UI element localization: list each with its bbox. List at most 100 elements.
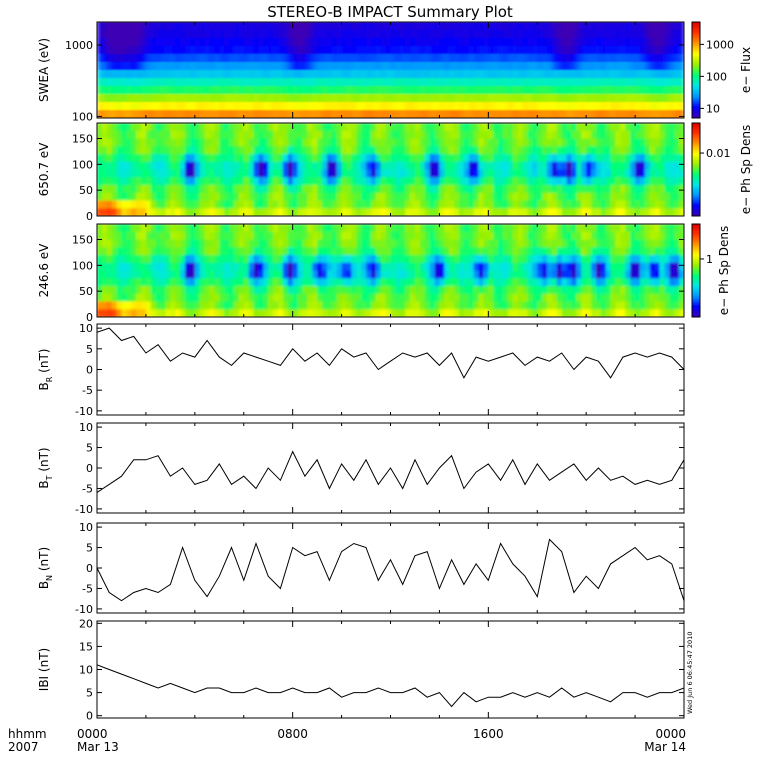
y-axis-label: BR (nT) [37, 349, 54, 391]
colorbar-cell [692, 312, 700, 316]
colorbar-cell [692, 233, 700, 237]
y-tick-label: -5 [82, 384, 93, 397]
colorbar-cell [692, 298, 700, 302]
colorbar-cell [692, 263, 700, 267]
colorbar-tick-label: 100 [706, 70, 727, 83]
colorbar-cell [692, 36, 700, 40]
colorbar-cell [692, 62, 700, 66]
colorbar-cell [692, 275, 700, 278]
y-tick-label: 0 [86, 210, 93, 223]
colorbar-cell [692, 296, 700, 299]
y-axis-label: 650.7 eV [37, 142, 51, 197]
y-tick-label: 10 [79, 322, 93, 335]
y-tick-label: 0 [86, 462, 93, 475]
colorbar-cell [692, 43, 700, 47]
colorbar-cell [692, 197, 700, 201]
colorbar-cell [692, 277, 700, 281]
y-axis-label: IBI (nT) [37, 648, 51, 691]
colorbar-cell [692, 284, 700, 288]
colorbar-cell [692, 258, 700, 262]
colorbar-cell [692, 293, 700, 297]
colorbar-cell [692, 256, 700, 260]
colorbar-cell [692, 169, 700, 173]
timestamp-stamp: Wed Jun 6 06:45:47 2010 [686, 632, 694, 714]
colorbar-cell [692, 185, 700, 189]
colorbar-cell [692, 228, 700, 232]
colorbar-cell [692, 91, 700, 95]
y-tick-label: 10 [79, 421, 93, 434]
colorbar-cell [692, 192, 700, 196]
plot-area [97, 123, 684, 216]
colorbar-cell [692, 141, 700, 145]
plot-frame [96, 620, 685, 719]
colorbar-cell [692, 26, 700, 30]
colorbar-cell [692, 150, 700, 154]
colorbar-cell [692, 240, 700, 244]
colorbar-cell [692, 272, 700, 276]
colorbar-cell [692, 94, 700, 97]
colorbar-cell [692, 29, 700, 33]
colorbar-cell [692, 310, 700, 313]
colorbar: 1000 100 10 e− Flux [691, 21, 753, 119]
colorbar-tick-label: 1000 [706, 38, 734, 51]
colorbar-cell [692, 31, 700, 35]
y-axis-label: SWEA (eV) [37, 38, 51, 102]
colorbar-cell [692, 188, 700, 191]
panel-3: 1 e− Ph Sp Dens 150 100 50 0 246.6 eV [37, 223, 731, 324]
colorbar-cell [692, 211, 700, 215]
y-tick-label: 1000 [65, 39, 93, 52]
plot-area [97, 450, 684, 493]
y-tick-label: 5 [86, 442, 93, 455]
plot-area [97, 664, 684, 708]
colorbar-cell [692, 89, 700, 93]
colorbar-cell [692, 106, 700, 109]
colorbar-cell [692, 125, 700, 129]
colorbar-cell [692, 70, 700, 73]
colorbar-cell [692, 251, 700, 255]
colorbar-tick-label: 10 [706, 102, 720, 115]
plot-area [97, 224, 684, 317]
colorbar: 1 e− Ph Sp Dens [691, 223, 731, 318]
panel-4: 10 5 0 -5 -10 BR (nT) [37, 322, 685, 418]
colorbar-cell [692, 249, 700, 253]
colorbar-frame [691, 21, 701, 119]
panel-2: 0.01 e− Ph Sp Dens 150 100 50 0 650.7 eV [37, 122, 753, 223]
colorbar-cell [692, 254, 700, 258]
colorbar-cell [692, 53, 700, 57]
colorbar-cell [692, 176, 700, 180]
heatmap-cells [97, 22, 684, 118]
time-tick-date: Mar 13 [77, 740, 119, 754]
colorbar-cell [692, 86, 700, 90]
colorbar-cell [692, 24, 700, 28]
colorbar-cell [692, 134, 700, 138]
colorbar-cell [692, 136, 700, 140]
colorbar-cell [692, 22, 700, 25]
colorbar-cell [692, 270, 700, 274]
y-axis-label: BN (nT) [37, 547, 54, 589]
colorbar-cell [692, 242, 700, 246]
colorbar-cell [692, 65, 700, 69]
heatmap-cells [97, 224, 684, 317]
y-tick-label: 50 [79, 184, 93, 197]
colorbar-cell [692, 282, 700, 285]
colorbar-cell [692, 307, 700, 311]
colorbar-cell [692, 129, 700, 133]
colorbar-cell [692, 58, 700, 61]
corner-label-year: 2007 [8, 740, 39, 754]
colorbar-cell [692, 77, 700, 81]
colorbar-cell [692, 178, 700, 182]
colorbar-cell [692, 286, 700, 290]
colorbar-cell [692, 155, 700, 159]
colorbar-cell [692, 55, 700, 59]
colorbar-cell [692, 237, 700, 241]
colorbar-cell [692, 261, 700, 265]
colorbar-tick-label: 1 [706, 253, 713, 266]
colorbar-cell [692, 230, 700, 234]
time-tick-label: 1600 [473, 727, 504, 741]
plot-area [97, 327, 684, 379]
panel-6: 10 5 0 -5 -10 BN (nT) [37, 521, 685, 616]
colorbar-cell [692, 209, 700, 212]
y-tick-label: 50 [79, 285, 93, 298]
